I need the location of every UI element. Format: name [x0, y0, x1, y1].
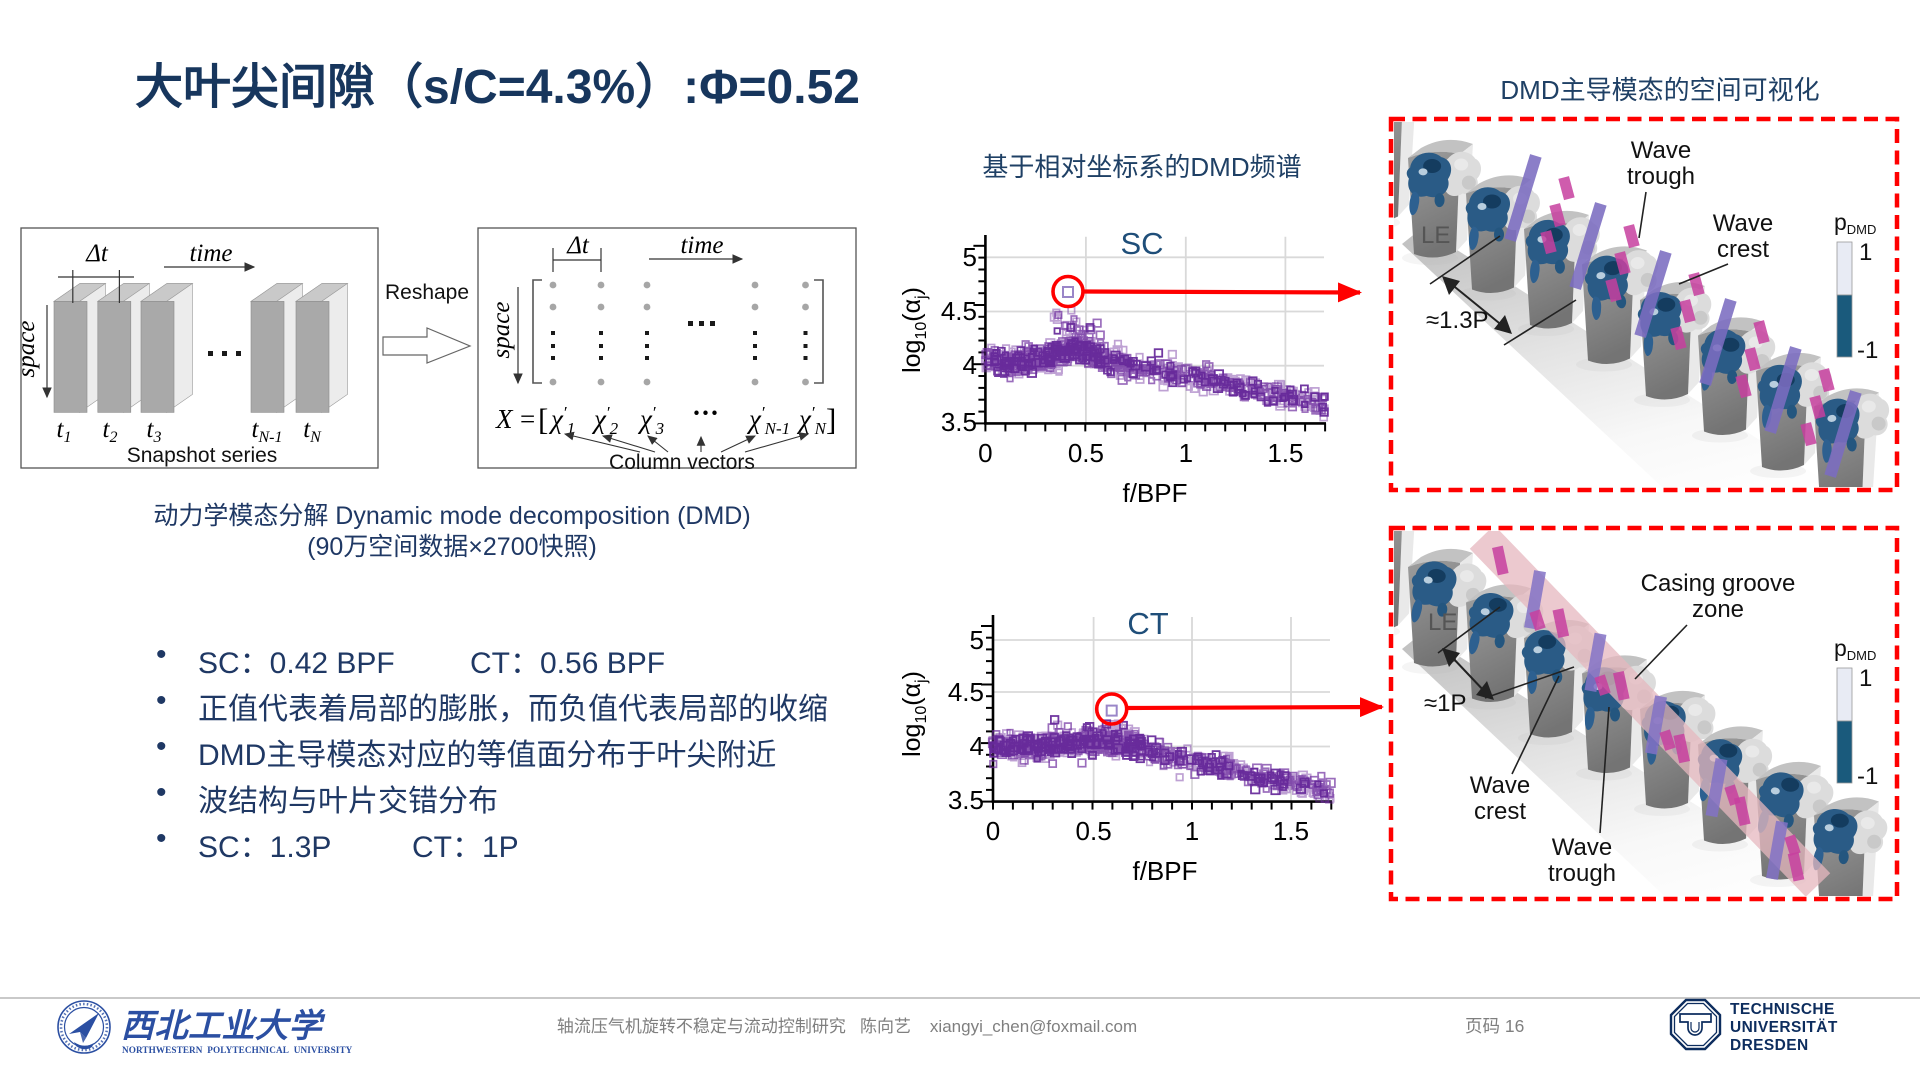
svg-text:χ′2: χ′2: [591, 403, 619, 438]
svg-text:Column vectors: Column vectors: [609, 451, 755, 474]
svg-text:≈1.3P: ≈1.3P: [1426, 307, 1489, 334]
svg-text:4.5: 4.5: [941, 296, 977, 326]
svg-text:space: space: [18, 321, 40, 378]
svg-text:LE: LE: [1421, 222, 1450, 249]
svg-text:Casing groove: Casing groove: [1641, 570, 1796, 597]
svg-text:0.5: 0.5: [1068, 438, 1104, 468]
svg-text:Snapshot series: Snapshot series: [127, 444, 278, 467]
svg-text:Reshape: Reshape: [385, 281, 469, 304]
svg-text:Δt: Δt: [85, 240, 109, 267]
svg-text:4: 4: [963, 350, 977, 380]
svg-text:time: time: [680, 232, 723, 259]
svg-text:t2: t2: [103, 416, 118, 446]
svg-text:1.5: 1.5: [1273, 816, 1309, 846]
svg-text:=: =: [520, 404, 535, 434]
svg-text:TECHNISCHE: TECHNISCHE: [1730, 1001, 1835, 1018]
svg-text:trough: trough: [1548, 860, 1616, 887]
svg-text:Δt: Δt: [566, 232, 590, 259]
svg-text:log10(αj): log10(αj): [898, 287, 930, 373]
svg-text:NORTHWESTERN POLYTECHNICAL U: NORTHWESTERN POLYTECHNICAL UNIVERSITY: [122, 1045, 353, 1055]
svg-text:crest: crest: [1474, 798, 1526, 825]
svg-text:]: ]: [826, 402, 836, 437]
svg-text:-1: -1: [1857, 763, 1878, 790]
svg-text:tN-1: tN-1: [252, 416, 283, 446]
svg-text:Wave: Wave: [1552, 834, 1612, 861]
svg-text:0.5: 0.5: [1076, 816, 1112, 846]
svg-text:time: time: [189, 240, 232, 267]
svg-text:Wave: Wave: [1713, 210, 1773, 237]
svg-text:5: 5: [970, 625, 984, 655]
svg-text:χ′1: χ′1: [548, 403, 575, 438]
svg-text:5: 5: [963, 242, 977, 272]
svg-text:4: 4: [970, 731, 984, 761]
svg-text:LE: LE: [1428, 609, 1457, 636]
svg-text:1: 1: [1185, 816, 1199, 846]
svg-text:···: ···: [692, 398, 719, 428]
svg-text:log10(αj): log10(αj): [898, 671, 930, 757]
svg-text:1: 1: [1859, 665, 1872, 692]
svg-text:Wave: Wave: [1631, 137, 1691, 164]
svg-text:space: space: [488, 302, 515, 359]
svg-text:西北工业大学: 西北工业大学: [121, 1008, 326, 1045]
svg-text:1.5: 1.5: [1267, 438, 1303, 468]
svg-text:χ′N: χ′N: [796, 403, 828, 438]
svg-text:tN: tN: [303, 416, 322, 446]
svg-text:1: 1: [1179, 438, 1193, 468]
svg-text:f/BPF: f/BPF: [1122, 478, 1187, 508]
svg-text:0: 0: [978, 438, 992, 468]
svg-text:pDMD: pDMD: [1834, 209, 1876, 237]
svg-text:SC: SC: [1120, 226, 1163, 261]
svg-text:t1: t1: [57, 416, 72, 446]
svg-text:pDMD: pDMD: [1834, 635, 1876, 663]
svg-text:1: 1: [1859, 239, 1872, 266]
svg-text:0: 0: [986, 816, 1000, 846]
svg-text:χ′N-1: χ′N-1: [746, 403, 790, 438]
svg-text:crest: crest: [1717, 236, 1769, 263]
svg-text:[: [: [538, 402, 548, 437]
svg-text:DRESDEN: DRESDEN: [1730, 1037, 1809, 1054]
svg-text:UNIVERSITÄT: UNIVERSITÄT: [1730, 1019, 1838, 1036]
svg-text:zone: zone: [1692, 596, 1744, 623]
svg-text:CT: CT: [1127, 606, 1168, 641]
svg-text:-1: -1: [1857, 337, 1878, 364]
svg-text:f/BPF: f/BPF: [1132, 856, 1197, 886]
svg-text:≈1P: ≈1P: [1424, 690, 1467, 717]
svg-text:4.5: 4.5: [948, 677, 984, 707]
svg-text:3.5: 3.5: [941, 407, 977, 437]
svg-text:3.5: 3.5: [948, 785, 984, 815]
svg-text:X: X: [495, 404, 514, 434]
svg-text:Wave: Wave: [1470, 772, 1530, 799]
svg-text:t3: t3: [147, 416, 162, 446]
svg-text:trough: trough: [1627, 163, 1695, 190]
svg-text:χ′3: χ′3: [637, 403, 664, 438]
